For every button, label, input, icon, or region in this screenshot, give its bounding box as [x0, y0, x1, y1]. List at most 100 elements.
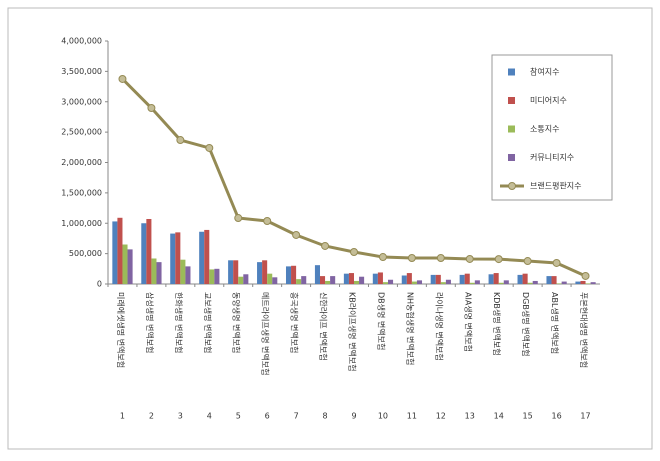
bar: [469, 282, 475, 284]
x-tick-label: 흥국생명 변액보험: [290, 292, 300, 353]
legend-label: 미디어지수: [530, 95, 567, 105]
x-tick-label: 메트라이프생명 변액보험: [261, 292, 271, 376]
bar: [440, 282, 446, 284]
bar: [185, 266, 191, 284]
x-tick-label: NH농협생명 변액보험: [405, 292, 415, 365]
line-marker: [118, 74, 127, 83]
legend-label: 커뮤니티지수: [530, 152, 574, 162]
x-tick-label: 동양생명 변액보험: [232, 292, 242, 353]
bar: [388, 279, 394, 284]
bar: [430, 274, 436, 284]
bar: [532, 280, 538, 284]
bar: [503, 280, 509, 284]
line-marker: [292, 230, 301, 239]
bar: [314, 265, 320, 284]
y-tick-label: 0: [97, 280, 102, 289]
legend-swatch: [508, 97, 515, 104]
rank-label: 2: [149, 412, 154, 421]
bar: [354, 280, 360, 284]
x-tick-label: ABL생명 변액보험: [550, 292, 560, 354]
rank-label: 16: [551, 412, 561, 421]
y-tick-label: 3,500,000: [61, 67, 102, 76]
bar: [435, 274, 441, 284]
bar: [209, 269, 215, 284]
legend-label: 참여지수: [530, 67, 559, 77]
legend-marker: [508, 182, 516, 190]
bar: [180, 259, 186, 284]
bar: [359, 276, 365, 284]
bar: [228, 260, 234, 284]
rank-label: 1: [120, 412, 125, 421]
bar: [445, 279, 451, 284]
x-tick-label: 미래에셋생명 변액보험: [116, 292, 126, 368]
bar: [348, 273, 354, 284]
bar: [522, 273, 528, 284]
bar: [411, 281, 417, 284]
line-marker: [176, 136, 185, 145]
bar: [580, 280, 586, 284]
rank-label: 6: [265, 412, 270, 421]
x-tick-label: DGB생명 변액보험: [521, 292, 531, 357]
bar: [175, 232, 181, 284]
bar: [238, 276, 244, 284]
line-marker: [321, 241, 330, 250]
bar: [343, 273, 349, 284]
bar: [257, 262, 263, 284]
bar: [291, 265, 297, 284]
rank-label: 5: [236, 412, 241, 421]
bar: [170, 233, 176, 284]
x-tick-label: AIA생명 변액보험: [463, 292, 473, 352]
bar: [546, 276, 552, 284]
line-marker: [205, 143, 214, 152]
bar: [527, 282, 533, 284]
rank-label: 12: [436, 412, 446, 421]
bar: [267, 273, 273, 284]
bar: [141, 223, 147, 284]
x-tick-label: 라이나생명 변액보험: [434, 292, 444, 361]
legend-swatch: [508, 154, 515, 161]
x-tick-label: 교보생명 변액보험: [203, 292, 213, 353]
line-marker: [234, 214, 243, 223]
x-tick-label: DB생명 변액보험: [376, 292, 386, 350]
y-tick-label: 500,000: [69, 249, 102, 258]
bar: [325, 280, 331, 284]
bar: [488, 274, 494, 284]
line-marker: [552, 258, 561, 267]
y-tick-label: 1,500,000: [61, 188, 102, 197]
bar: [464, 273, 470, 284]
y-tick-label: 2,500,000: [61, 128, 102, 137]
legend-swatch: [508, 68, 515, 76]
rank-label: 17: [580, 412, 590, 421]
rank-label: 3: [178, 412, 183, 421]
y-tick-label: 3,000,000: [61, 97, 102, 106]
y-tick-label: 4,000,000: [61, 37, 102, 46]
bar: [590, 282, 596, 284]
line-marker: [407, 253, 416, 262]
x-tick-label: 한화생명 변액보험: [174, 292, 184, 353]
bar: [561, 281, 567, 284]
line-marker: [436, 253, 445, 262]
bar: [214, 268, 220, 284]
x-tick-label: 신한라이프 변액보험: [319, 292, 329, 361]
bar: [330, 276, 336, 284]
bar: [377, 272, 383, 284]
rank-label: 8: [323, 412, 328, 421]
bar: [156, 262, 162, 284]
bar: [233, 260, 239, 284]
bar: [262, 260, 268, 284]
legend-swatch: [508, 125, 515, 133]
line-marker: [523, 257, 532, 266]
rank-label: 11: [407, 412, 417, 421]
bar: [493, 273, 499, 284]
bar: [474, 280, 480, 284]
bar: [301, 276, 307, 284]
bar: [199, 231, 205, 284]
bar: [498, 282, 504, 284]
rank-label: 13: [465, 412, 475, 421]
bar: [117, 217, 123, 284]
bar: [406, 273, 412, 284]
bar: [556, 283, 562, 284]
bar: [459, 274, 465, 284]
bar: [151, 258, 157, 284]
